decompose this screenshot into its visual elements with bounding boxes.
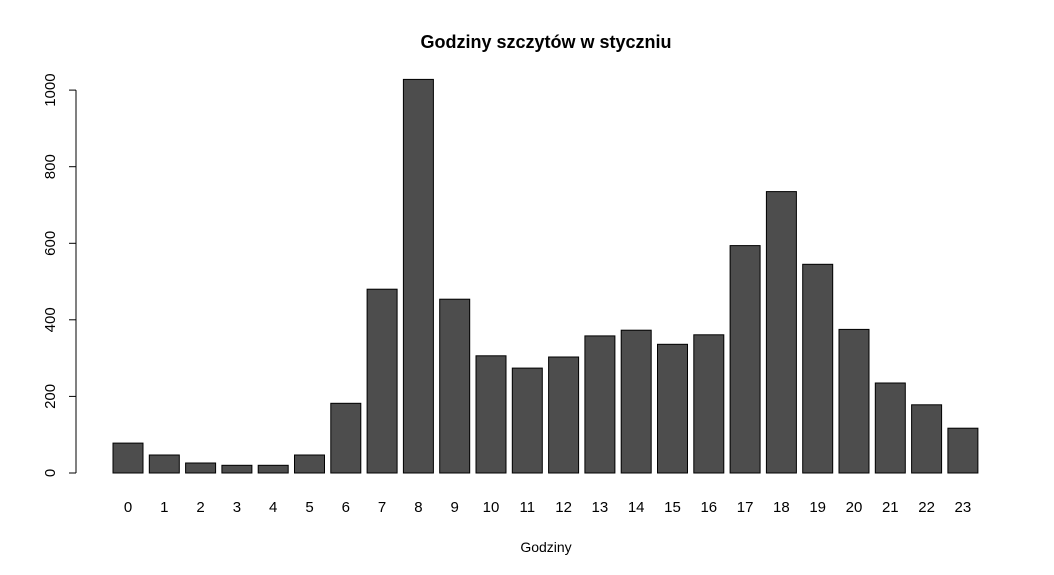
x-tick-labels: 0 1 2 3 4 5 6 7 8 9 10 11 12 13 14 15 16 17 18 19 20 21 22 23 bbox=[124, 499, 971, 516]
bar-hour-6 bbox=[330, 402, 362, 474]
bar-hour-12 bbox=[548, 356, 580, 474]
bar-hour-22 bbox=[911, 404, 943, 474]
x-tick-label: 3 bbox=[233, 499, 241, 516]
x-tick-label: 1 bbox=[160, 499, 168, 516]
bar-hour-1 bbox=[148, 454, 180, 474]
bar-hour-16 bbox=[693, 334, 725, 474]
bar-hour-0 bbox=[112, 442, 144, 474]
bar-hour-14 bbox=[620, 329, 652, 474]
x-tick-label: 21 bbox=[882, 499, 899, 516]
x-tick-label: 23 bbox=[955, 499, 972, 516]
x-tick-label: 2 bbox=[196, 499, 204, 516]
bar-hour-23 bbox=[947, 427, 979, 474]
bar-hour-11 bbox=[511, 367, 543, 474]
x-tick-label: 13 bbox=[592, 499, 609, 516]
x-tick-label: 18 bbox=[773, 499, 790, 516]
x-tick-label: 20 bbox=[846, 499, 863, 516]
x-tick-label: 5 bbox=[305, 499, 313, 516]
chart-title: Godziny szczytów w styczniu bbox=[420, 32, 671, 52]
y-tick-label: 0 bbox=[42, 469, 59, 477]
x-tick-label: 6 bbox=[342, 499, 350, 516]
bar-hour-15 bbox=[657, 343, 688, 474]
bar-hour-21 bbox=[874, 382, 906, 474]
y-tick-label: 400 bbox=[42, 307, 59, 332]
bar-hour-13 bbox=[584, 335, 616, 474]
y-axis: 0 200 400 600 800 1000 bbox=[42, 73, 77, 477]
y-tick-label: 200 bbox=[42, 384, 59, 409]
x-tick-label: 17 bbox=[737, 499, 754, 516]
x-tick-label: 10 bbox=[483, 499, 500, 516]
bar-hour-3 bbox=[221, 464, 253, 474]
bar-hour-9 bbox=[439, 298, 471, 474]
bar-hour-5 bbox=[294, 454, 325, 474]
bar-hour-2 bbox=[185, 462, 217, 474]
x-tick-label: 12 bbox=[555, 499, 572, 516]
x-tick-label: 16 bbox=[700, 499, 717, 516]
bar-hour-20 bbox=[838, 328, 870, 474]
y-tick-label: 800 bbox=[42, 154, 59, 179]
x-tick-label: 22 bbox=[918, 499, 935, 516]
bar-hour-18 bbox=[765, 191, 797, 474]
x-axis-label: Godziny bbox=[520, 539, 571, 555]
x-tick-label: 14 bbox=[628, 499, 645, 516]
bar-hour-17 bbox=[729, 245, 761, 474]
x-tick-label: 9 bbox=[451, 499, 459, 516]
y-tick-label: 600 bbox=[42, 231, 59, 256]
y-tick-label: 1000 bbox=[42, 73, 59, 106]
bar-hour-19 bbox=[802, 263, 834, 474]
bar-hour-7 bbox=[366, 288, 398, 474]
x-tick-label: 11 bbox=[520, 499, 536, 516]
bar-hour-4 bbox=[257, 464, 289, 474]
bar-hour-10 bbox=[475, 355, 507, 474]
x-tick-label: 15 bbox=[664, 499, 681, 516]
x-tick-label: 19 bbox=[809, 499, 826, 516]
bars-group bbox=[112, 78, 979, 474]
x-tick-label: 0 bbox=[124, 499, 132, 516]
bar-hour-8 bbox=[402, 78, 434, 474]
x-tick-label: 4 bbox=[269, 499, 277, 516]
x-tick-label: 7 bbox=[378, 499, 386, 516]
x-tick-label: 8 bbox=[414, 499, 422, 516]
